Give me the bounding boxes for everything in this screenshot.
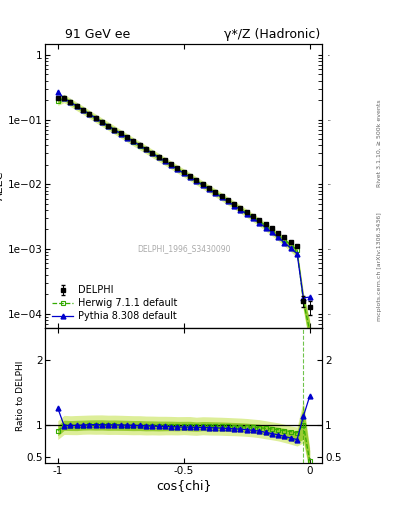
Pythia 8.308 default	[55, 89, 60, 95]
Pythia 8.308 default	[238, 207, 243, 213]
Pythia 8.308 default	[99, 119, 104, 125]
Herwig 7.1.1 default	[143, 146, 148, 153]
Herwig 7.1.1 default	[257, 218, 262, 224]
Herwig 7.1.1 default	[182, 169, 186, 176]
Pythia 8.308 default	[244, 211, 249, 217]
Pythia 8.308 default	[74, 103, 79, 109]
Herwig 7.1.1 default	[137, 142, 142, 148]
Herwig 7.1.1 default	[301, 298, 306, 304]
Herwig 7.1.1 default	[150, 150, 154, 156]
Pythia 8.308 default	[276, 234, 281, 241]
Herwig 7.1.1 default	[270, 227, 274, 233]
Herwig 7.1.1 default	[194, 178, 199, 184]
Herwig 7.1.1 default	[244, 210, 249, 216]
Line: Herwig 7.1.1 default: Herwig 7.1.1 default	[55, 96, 312, 333]
Herwig 7.1.1 default	[81, 107, 85, 113]
Y-axis label: AEEC: AEEC	[0, 171, 5, 200]
Herwig 7.1.1 default	[87, 111, 92, 117]
Herwig 7.1.1 default	[251, 214, 255, 220]
X-axis label: cos{chi}: cos{chi}	[156, 479, 211, 492]
Herwig 7.1.1 default	[276, 232, 281, 238]
Herwig 7.1.1 default	[131, 139, 136, 145]
Herwig 7.1.1 default	[169, 162, 173, 168]
Pythia 8.308 default	[62, 95, 66, 101]
Pythia 8.308 default	[106, 123, 110, 129]
Pythia 8.308 default	[301, 295, 306, 301]
Pythia 8.308 default	[156, 154, 161, 160]
Text: 91 GeV ee: 91 GeV ee	[65, 28, 130, 41]
Pythia 8.308 default	[93, 115, 98, 121]
Herwig 7.1.1 default	[99, 119, 104, 125]
Pythia 8.308 default	[169, 162, 173, 168]
Pythia 8.308 default	[182, 170, 186, 176]
Herwig 7.1.1 default	[112, 127, 117, 133]
Pythia 8.308 default	[288, 245, 293, 251]
Pythia 8.308 default	[81, 107, 85, 113]
Herwig 7.1.1 default	[68, 99, 73, 105]
Herwig 7.1.1 default	[106, 123, 110, 129]
Pythia 8.308 default	[257, 220, 262, 226]
Pythia 8.308 default	[200, 182, 205, 188]
Pythia 8.308 default	[162, 158, 167, 164]
Pythia 8.308 default	[112, 126, 117, 133]
Herwig 7.1.1 default	[93, 115, 98, 121]
Text: Rivet 3.1.10, ≥ 500k events: Rivet 3.1.10, ≥ 500k events	[377, 99, 382, 187]
Herwig 7.1.1 default	[175, 166, 180, 172]
Pythia 8.308 default	[307, 294, 312, 300]
Pythia 8.308 default	[125, 135, 129, 141]
Pythia 8.308 default	[207, 186, 211, 192]
Line: Pythia 8.308 default: Pythia 8.308 default	[55, 89, 312, 301]
Herwig 7.1.1 default	[282, 237, 287, 243]
Herwig 7.1.1 default	[74, 103, 79, 110]
Herwig 7.1.1 default	[307, 327, 312, 333]
Pythia 8.308 default	[263, 224, 268, 230]
Herwig 7.1.1 default	[162, 158, 167, 164]
Pythia 8.308 default	[143, 146, 148, 153]
Pythia 8.308 default	[251, 216, 255, 222]
Herwig 7.1.1 default	[213, 189, 218, 196]
Herwig 7.1.1 default	[263, 223, 268, 229]
Pythia 8.308 default	[87, 111, 92, 117]
Pythia 8.308 default	[150, 150, 154, 156]
Pythia 8.308 default	[295, 250, 299, 257]
Herwig 7.1.1 default	[207, 185, 211, 191]
Pythia 8.308 default	[68, 99, 73, 105]
Pythia 8.308 default	[131, 138, 136, 144]
Herwig 7.1.1 default	[226, 198, 230, 204]
Herwig 7.1.1 default	[232, 202, 237, 208]
Text: γ*/Z (Hadronic): γ*/Z (Hadronic)	[224, 28, 320, 41]
Pythia 8.308 default	[118, 131, 123, 137]
Pythia 8.308 default	[270, 229, 274, 236]
Pythia 8.308 default	[282, 240, 287, 246]
Herwig 7.1.1 default	[219, 194, 224, 200]
Herwig 7.1.1 default	[55, 98, 60, 104]
Pythia 8.308 default	[219, 194, 224, 200]
Herwig 7.1.1 default	[125, 135, 129, 141]
Legend: DELPHI, Herwig 7.1.1 default, Pythia 8.308 default: DELPHI, Herwig 7.1.1 default, Pythia 8.3…	[48, 282, 182, 325]
Herwig 7.1.1 default	[200, 181, 205, 187]
Herwig 7.1.1 default	[156, 154, 161, 160]
Pythia 8.308 default	[175, 166, 180, 172]
Herwig 7.1.1 default	[62, 95, 66, 101]
Pythia 8.308 default	[232, 203, 237, 209]
Pythia 8.308 default	[194, 178, 199, 184]
Herwig 7.1.1 default	[288, 242, 293, 248]
Pythia 8.308 default	[137, 142, 142, 148]
Text: DELPHI_1996_S3430090: DELPHI_1996_S3430090	[137, 244, 230, 253]
Herwig 7.1.1 default	[295, 247, 299, 253]
Herwig 7.1.1 default	[188, 174, 193, 180]
Herwig 7.1.1 default	[238, 206, 243, 212]
Y-axis label: Ratio to DELPHI: Ratio to DELPHI	[16, 360, 24, 431]
Pythia 8.308 default	[188, 174, 193, 180]
Text: mcplots.cern.ch [arXiv:1306.3436]: mcplots.cern.ch [arXiv:1306.3436]	[377, 212, 382, 321]
Herwig 7.1.1 default	[118, 131, 123, 137]
Pythia 8.308 default	[213, 190, 218, 196]
Pythia 8.308 default	[226, 198, 230, 204]
